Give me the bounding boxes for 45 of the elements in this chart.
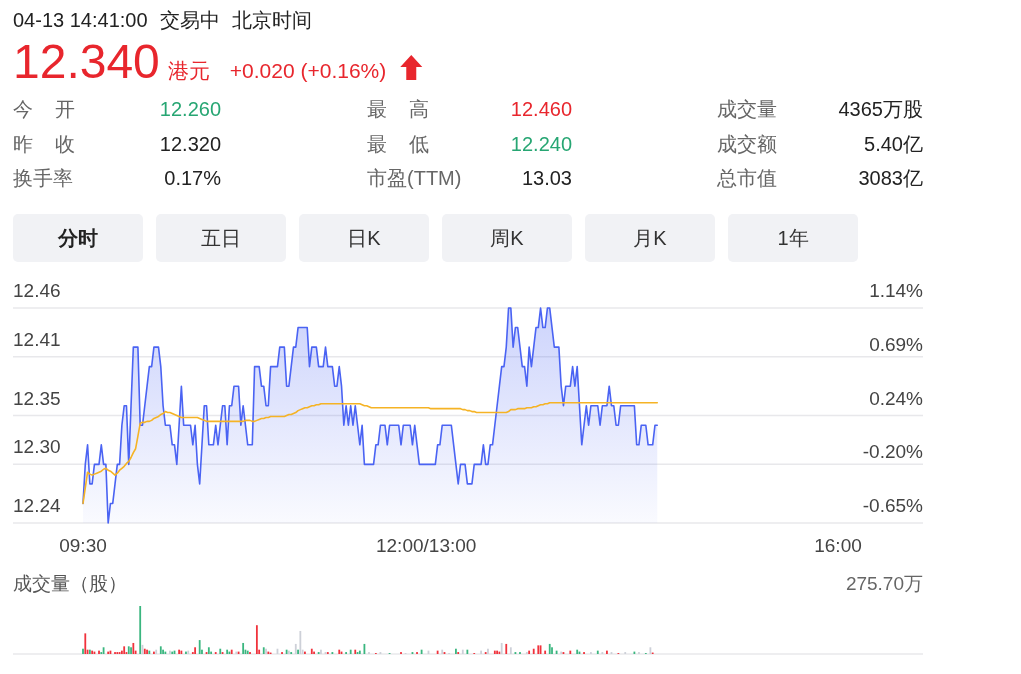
text: 4365万股	[838, 98, 923, 120]
text: 月K	[633, 227, 668, 249]
text: 3083亿	[858, 167, 923, 189]
text: 最 高	[367, 98, 429, 120]
text: 12.340	[13, 35, 160, 88]
x-tick-label: 09:30	[59, 535, 107, 556]
text: 12.240	[510, 132, 572, 155]
x-tick-label: 16:00	[814, 535, 862, 556]
text: 北京时间	[231, 9, 312, 31]
y-tick-label: 12.35	[13, 387, 61, 409]
text: 12.260	[159, 98, 221, 120]
text: 日K	[347, 227, 382, 249]
text: 最 低	[367, 132, 429, 155]
text: 04-13 14:41:00	[13, 9, 148, 31]
y2-tick-label: 1.14%	[869, 280, 924, 301]
y2-tick-label: 0.24%	[869, 388, 924, 410]
text: 成交额	[717, 132, 777, 155]
text: 分时	[57, 227, 98, 249]
text: 港元	[167, 59, 210, 82]
text: 275.70万	[845, 573, 923, 594]
text: 5.40亿	[864, 132, 923, 155]
text: +0.020 (+0.16%)	[229, 59, 387, 82]
text: 1年	[777, 227, 809, 249]
text: 0.17%	[164, 167, 222, 189]
text: 市盈(TTM)	[367, 167, 462, 189]
text: 昨 收	[13, 132, 75, 155]
y-tick-label: 12.30	[13, 436, 61, 458]
text: 周K	[490, 227, 525, 249]
y-tick-label: 12.24	[13, 495, 61, 516]
x-tick-label: 12:00/13:00	[375, 535, 477, 556]
text: 12.460	[510, 98, 572, 120]
y-tick-label: 12.41	[13, 328, 61, 350]
text: 12.320	[159, 132, 221, 155]
text: 13.03	[521, 167, 572, 189]
text: 总市值	[716, 167, 777, 189]
text: 五日	[201, 227, 241, 249]
y2-tick-label: -0.20%	[862, 440, 924, 462]
y2-tick-label: 0.69%	[869, 334, 924, 356]
text: 交易中	[159, 9, 220, 31]
y2-tick-label: -0.65%	[862, 495, 924, 516]
text: 换手率	[13, 167, 73, 189]
chart-title: 成交量（股）	[13, 573, 127, 594]
y-tick-label: 12.46	[13, 280, 61, 301]
text: 今 开	[13, 98, 75, 120]
text: 成交量	[717, 98, 777, 120]
